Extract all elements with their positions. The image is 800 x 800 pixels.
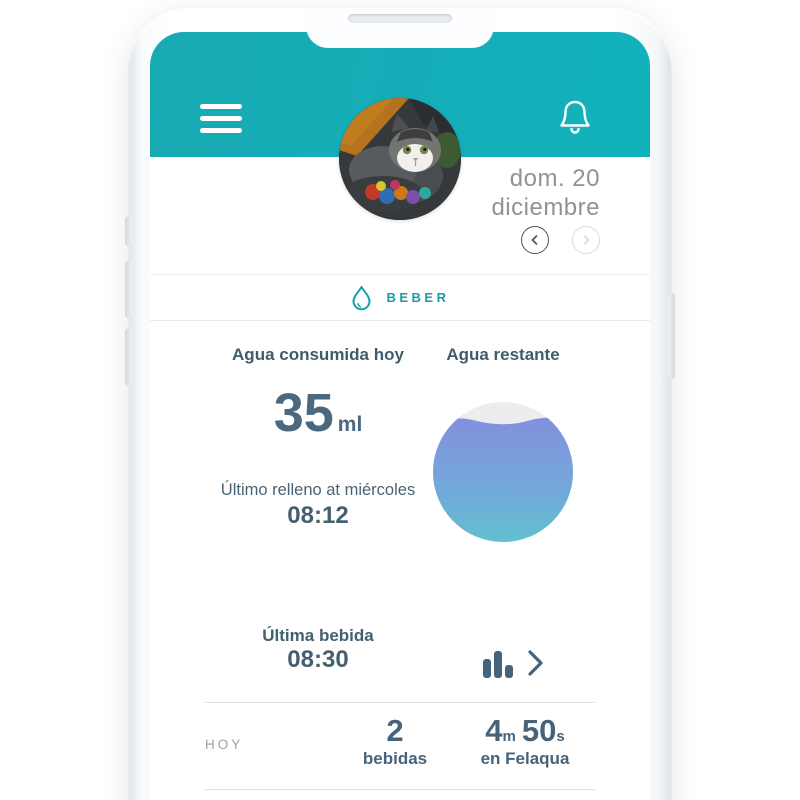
avatar[interactable] xyxy=(339,98,461,220)
divider xyxy=(205,789,595,790)
duration-minutes: 4 xyxy=(485,713,503,748)
duration-sub: en Felaqua xyxy=(480,749,570,768)
next-day-button-disabled[interactable] xyxy=(572,226,600,254)
water-remaining-gauge xyxy=(433,402,573,542)
tab-beber-label: BEBER xyxy=(386,290,450,305)
duration-seconds-unit: s xyxy=(556,728,565,745)
tab-beber[interactable]: BEBER xyxy=(150,274,650,321)
mute-switch xyxy=(125,216,132,246)
today-drinks: 2 bebidas xyxy=(335,714,455,769)
current-date: dom. 20 diciembre xyxy=(491,164,600,222)
phone-screen: dom. 20 diciembre xyxy=(150,32,650,800)
water-drop-icon xyxy=(352,284,371,310)
volume-up-button xyxy=(125,260,132,318)
power-button xyxy=(668,293,675,379)
drinks-count: 2 xyxy=(386,713,404,748)
refill-time: 08:12 xyxy=(287,502,349,529)
bell-icon[interactable] xyxy=(558,98,592,141)
phone-frame: dom. 20 diciembre xyxy=(125,8,675,800)
drinks-sub: bebidas xyxy=(362,749,428,768)
duration-minutes-unit: m xyxy=(502,728,516,745)
today-duration: 4m 50s en Felaqua xyxy=(455,714,595,769)
previous-day-button[interactable] xyxy=(521,226,549,254)
chevron-right-icon xyxy=(528,650,543,676)
refill-label: Último relleno at miércoles xyxy=(220,481,416,499)
divider xyxy=(205,702,595,703)
cat-photo-illustration xyxy=(339,98,461,220)
phone-speaker xyxy=(348,14,452,23)
today-label: HOY xyxy=(205,737,244,752)
day-navigation xyxy=(521,226,600,254)
menu-icon[interactable] xyxy=(200,104,242,134)
drink-history-button[interactable] xyxy=(483,638,561,678)
remaining-title: Agua restante xyxy=(446,345,560,364)
consumed-amount: 35 xyxy=(273,383,334,443)
date-line1: dom. 20 xyxy=(509,165,600,192)
duration-value: 4m 50s xyxy=(455,714,595,748)
phone-notch xyxy=(306,8,494,48)
volume-down-button xyxy=(125,328,132,386)
last-drink-time: 08:30 xyxy=(287,646,349,673)
last-drink-label: Última bebida xyxy=(262,626,374,645)
date-line2: diciembre xyxy=(491,194,600,221)
consumed-unit: ml xyxy=(337,413,363,436)
consumed-title: Agua consumida hoy xyxy=(232,345,404,364)
bar-chart-icon xyxy=(483,650,513,678)
consumed-value: 35 ml xyxy=(212,384,424,442)
duration-seconds: 50 xyxy=(521,713,557,748)
